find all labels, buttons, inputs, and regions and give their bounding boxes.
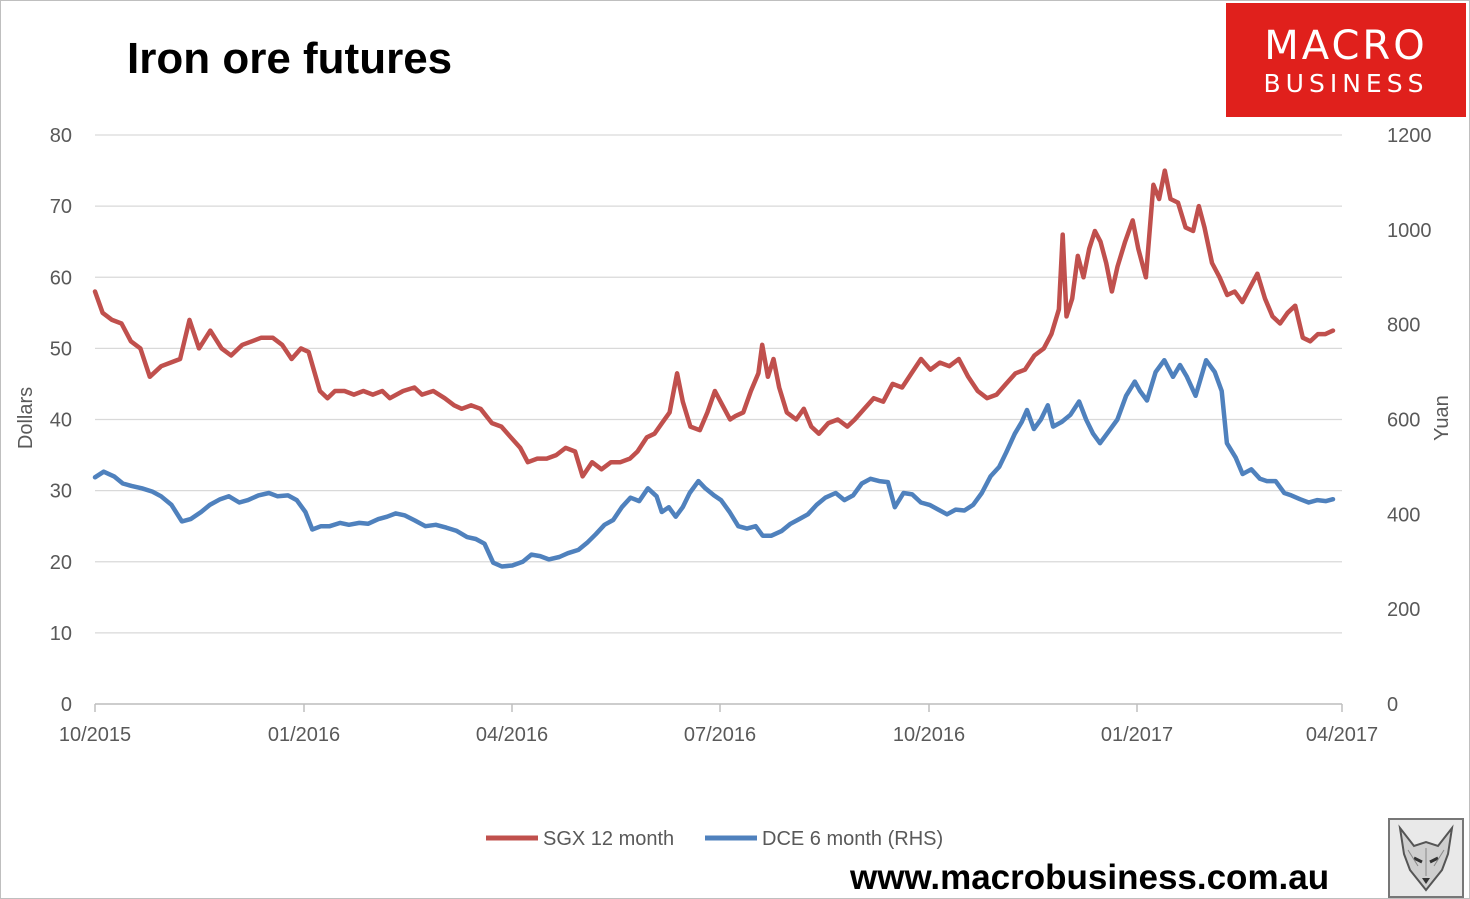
y2-tick-label: 1000 (1387, 220, 1432, 242)
y2-axis-label: Yuan (1431, 395, 1453, 441)
y-tick-label: 80 (50, 125, 72, 147)
legend: SGX 12 month DCE 6 month (RHS) (486, 828, 943, 850)
series-line-1 (92, 168, 1336, 479)
y-tick-label: 0 (61, 694, 72, 716)
y2-tick-label: 200 (1387, 599, 1420, 621)
x-tick-label: 07/2016 (684, 724, 756, 746)
x-tick-label: 04/2016 (476, 724, 548, 746)
series-line-2 (92, 357, 1336, 569)
y-tick-label: 20 (50, 552, 72, 574)
legend-label: DCE 6 month (RHS) (762, 828, 943, 850)
chart-title: Iron ore futures (127, 34, 453, 83)
x-tick-label: 10/2016 (893, 724, 965, 746)
logo-line-2: BUSINESS (1263, 69, 1429, 98)
gridlines (95, 134, 1342, 705)
fox-logo (1388, 818, 1464, 898)
y-tick-label: 40 (50, 410, 72, 432)
y-tick-label: 10 (50, 623, 72, 645)
x-tick-label: 10/2015 (59, 724, 131, 746)
x-tick-label: 01/2017 (1101, 724, 1173, 746)
logo-line-1: MACRO (1264, 23, 1428, 69)
y-tick-label: 50 (50, 338, 72, 360)
series-lines (92, 168, 1336, 569)
website-url: www.macrobusiness.com.au (850, 858, 1330, 897)
x-tick-label: 04/2017 (1306, 724, 1378, 746)
x-tick-label: 01/2016 (268, 724, 340, 746)
y2-tick-label: 600 (1387, 410, 1420, 432)
y-axis-left-ticks: 0 10 20 30 40 50 60 70 80 (50, 125, 72, 716)
y2-tick-label: 0 (1387, 694, 1398, 716)
y2-tick-label: 400 (1387, 504, 1420, 526)
y2-tick-label: 800 (1387, 315, 1420, 337)
x-axis: 10/2015 01/2016 04/2016 07/2016 10/2016 01/20… (59, 703, 1378, 746)
y-axis-right-ticks: 0 200 400 600 800 1000 1200 (1387, 125, 1432, 716)
y-tick-label: 30 (50, 481, 72, 503)
y-tick-label: 60 (50, 267, 72, 289)
macrobusiness-logo: MACRO BUSINESS (1226, 3, 1466, 117)
y2-tick-label: 1200 (1387, 125, 1432, 147)
y-axis-label: Dollars (15, 387, 37, 449)
legend-label: SGX 12 month (543, 828, 674, 850)
y-tick-label: 70 (50, 196, 72, 218)
